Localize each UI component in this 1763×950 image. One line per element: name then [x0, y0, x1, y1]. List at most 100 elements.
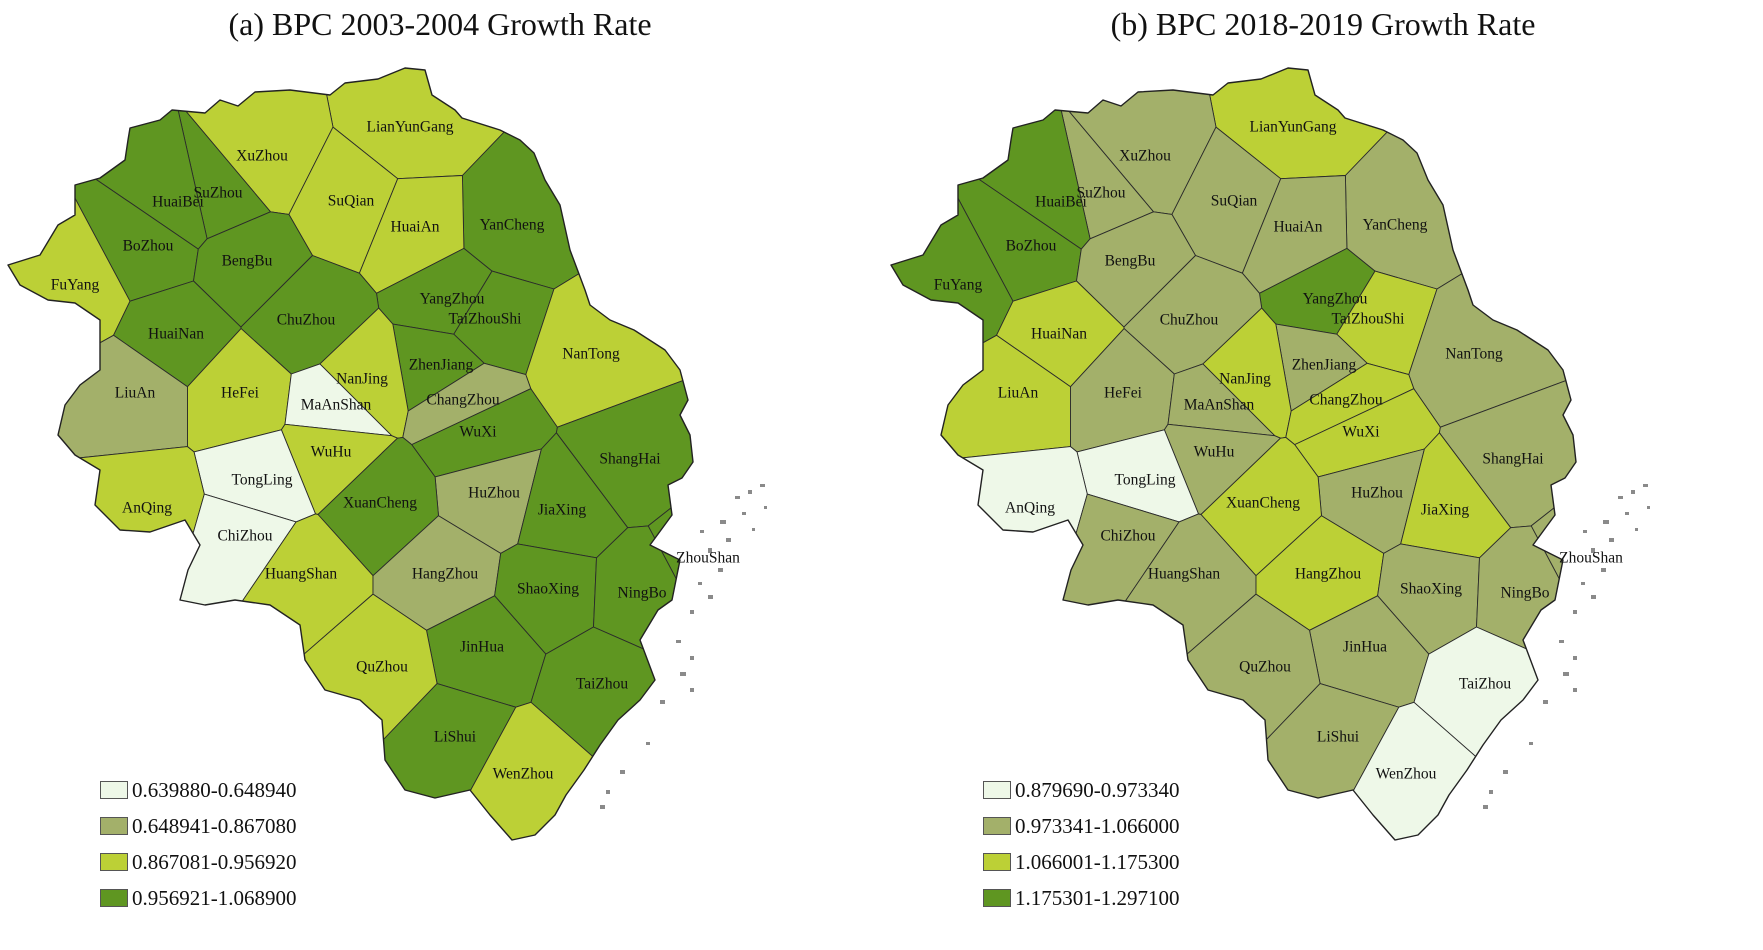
city-label: LianYunGang	[367, 119, 454, 136]
city-label: XuanCheng	[1226, 495, 1300, 512]
panel-title: (b) BPC 2018-2019 Growth Rate	[1110, 6, 1536, 42]
city-label: HangZhou	[412, 566, 479, 583]
legend-item: 0.867081-0.956920	[100, 844, 297, 880]
city-label: HeFei	[1104, 385, 1143, 402]
island-mark	[1559, 640, 1564, 643]
choropleth-map: LianYunGang XuZhou SuZhou SuQian HuaiBei YanC…	[7, 67, 767, 841]
city-label: BengBu	[1105, 253, 1156, 270]
legend-label: 0.867081-0.956920	[132, 849, 297, 874]
city-label: JiaXing	[538, 502, 586, 519]
city-label: HuZhou	[468, 485, 520, 502]
legend-swatch	[983, 889, 1011, 907]
island-mark	[1529, 742, 1533, 745]
legend-item: 0.639880-0.648940	[100, 772, 297, 808]
legend-label: 0.956921-1.068900	[132, 885, 297, 910]
city-label: NanTong	[1445, 346, 1503, 363]
city-label: ZhenJiang	[1292, 357, 1357, 374]
city-label: LiShui	[434, 729, 477, 746]
city-label: ZhouShan	[1559, 550, 1623, 567]
legend-label: 0.973341-1.066000	[1015, 813, 1180, 838]
island-mark	[676, 640, 681, 643]
city-label: WuHu	[311, 444, 352, 461]
island-mark	[698, 582, 702, 585]
city-label: JinHua	[460, 639, 504, 656]
map-panel-a: (a) BPC 2003-2004 Growth Rate LianYunGan…	[0, 0, 880, 950]
island-mark	[660, 700, 665, 704]
legend-item: 1.175301-1.297100	[983, 880, 1180, 916]
city-label: HuaiBei	[152, 194, 204, 211]
legend-swatch	[983, 853, 1011, 871]
city-label: AnQing	[122, 500, 172, 517]
city-label: TaiZhouShi	[1332, 311, 1406, 328]
city-label: ShangHai	[1482, 451, 1544, 468]
city-label: WuXi	[1342, 424, 1380, 441]
island-mark	[1489, 790, 1493, 794]
city-label: ChuZhou	[1160, 312, 1219, 329]
city-label: HuaiAn	[390, 219, 439, 236]
island-mark	[1503, 770, 1508, 774]
city-label: LiuAn	[115, 385, 156, 402]
city-label: YangZhou	[1303, 291, 1368, 308]
island-mark	[600, 805, 605, 809]
island-mark	[1591, 595, 1596, 599]
legend-swatch	[100, 781, 128, 799]
choropleth-map: LianYunGang XuZhou SuZhou SuQian HuaiBei YanC…	[890, 67, 1650, 841]
legend-swatch	[100, 817, 128, 835]
region-nantong	[1408, 88, 1576, 428]
city-label: NingBo	[1500, 585, 1549, 602]
island-mark	[690, 656, 694, 660]
legend-label: 0.879690-0.973340	[1015, 777, 1180, 802]
region-taizhou	[530, 626, 693, 840]
city-label: LiuAn	[998, 385, 1039, 402]
city-label: TongLing	[232, 472, 293, 489]
city-label: TaiZhou	[1459, 676, 1512, 693]
map-panel-b: (b) BPC 2018-2019 Growth Rate LianYunGan…	[883, 0, 1763, 950]
island-mark	[718, 568, 723, 572]
city-label: YanCheng	[1363, 217, 1428, 234]
island-mark	[720, 520, 726, 524]
island-mark	[1573, 610, 1577, 614]
city-label: NingBo	[617, 585, 666, 602]
region-yancheng	[1344, 68, 1576, 290]
city-label: ShaoXing	[1400, 581, 1462, 598]
city-label: LiShui	[1317, 729, 1360, 746]
city-label: XuanCheng	[343, 495, 417, 512]
island-mark	[690, 688, 694, 692]
city-label: ChuZhou	[277, 312, 336, 329]
legend-label: 0.648941-0.867080	[132, 813, 297, 838]
city-label: NanTong	[562, 346, 620, 363]
region-taizhou	[1413, 626, 1576, 840]
city-label: FuYang	[51, 277, 100, 294]
regions-group	[8, 68, 693, 840]
city-label: YanCheng	[480, 217, 545, 234]
island-mark	[742, 512, 746, 515]
city-label: SuQian	[328, 193, 375, 210]
city-label: HuaiNan	[1031, 326, 1087, 343]
city-label: WuHu	[1194, 444, 1235, 461]
city-label: TaiZhou	[576, 676, 629, 693]
city-label: HuangShan	[265, 566, 338, 583]
city-label: ChiZhou	[1100, 528, 1155, 545]
city-label: HangZhou	[1295, 566, 1362, 583]
city-label: ChangZhou	[1309, 392, 1382, 409]
island-mark	[1647, 506, 1650, 509]
region-outline	[890, 67, 1577, 841]
island-mark	[690, 610, 694, 614]
island-mark	[1583, 530, 1587, 533]
island-mark	[620, 770, 625, 774]
island-mark	[760, 484, 765, 487]
legend-label: 1.066001-1.175300	[1015, 849, 1180, 874]
island-mark	[1563, 672, 1569, 676]
city-label: HuangShan	[1148, 566, 1221, 583]
island-mark	[708, 548, 712, 553]
island-mark	[700, 530, 704, 533]
island-mark	[748, 490, 752, 494]
city-label: WuXi	[459, 424, 497, 441]
regions-group	[891, 68, 1576, 840]
city-label: NanJing	[1219, 371, 1271, 388]
island-mark	[1625, 512, 1629, 515]
city-label: HuaiNan	[148, 326, 204, 343]
city-label: HuaiAn	[1273, 219, 1322, 236]
island-mark	[1601, 568, 1606, 572]
city-label: QuZhou	[1239, 659, 1291, 676]
